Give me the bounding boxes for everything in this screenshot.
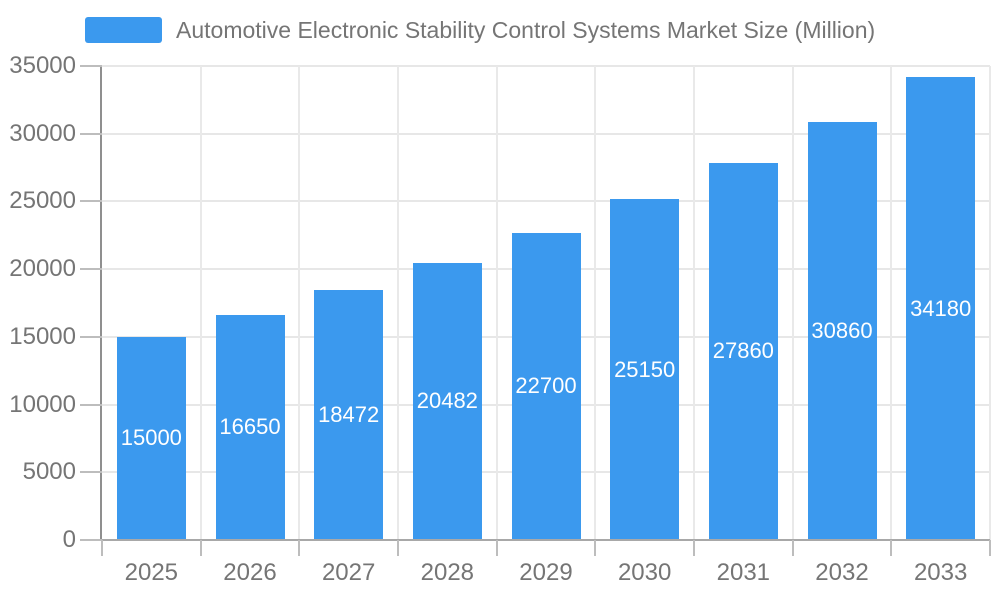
y-axis-label: 10000: [9, 390, 76, 418]
legend-swatch: [85, 17, 162, 43]
bar-2025: 15000: [116, 336, 186, 540]
x-axis-tick: [594, 540, 597, 556]
bar-2027: 18472: [314, 289, 384, 540]
legend-label: Automotive Electronic Stability Control …: [176, 17, 876, 43]
x-axis-label: 2027: [321, 559, 376, 586]
bar-2032: 30860: [807, 122, 877, 540]
x-axis-label: 2032: [815, 559, 869, 586]
x-axis-tick: [101, 540, 103, 556]
v-gridline: [495, 66, 498, 540]
bar-value-label: 25150: [614, 356, 676, 382]
bar-2030: 25150: [610, 199, 680, 540]
bar-value-label: 15000: [120, 425, 182, 451]
y-axis-label: 20000: [9, 255, 76, 283]
bar-2033: 34180: [906, 77, 976, 540]
x-axis-tick: [989, 540, 991, 556]
bar-2029: 22700: [511, 232, 581, 540]
y-axis-tick: [80, 403, 102, 406]
bar-2026: 16650: [215, 314, 285, 540]
x-axis-tick: [693, 540, 695, 556]
bar-value-label: 30860: [811, 318, 873, 344]
h-gridline: [102, 200, 990, 203]
bar-value-label: 34180: [910, 295, 972, 321]
y-axis-tick: [80, 471, 102, 474]
y-axis-tick: [80, 335, 102, 338]
bar-2031: 27860: [708, 162, 778, 540]
v-gridline: [693, 66, 695, 540]
y-axis-label: 15000: [9, 322, 76, 350]
bar-value-label: 27860: [712, 338, 774, 364]
x-axis-label: 2033: [913, 559, 968, 586]
v-gridline: [298, 66, 301, 540]
bar-value-label: 16650: [219, 414, 281, 440]
x-axis-label: 2028: [420, 559, 475, 586]
y-axis-tick: [80, 200, 102, 203]
bar-value-label: 18472: [318, 401, 380, 427]
y-axis-line: [100, 66, 102, 540]
y-axis-label: 35000: [9, 52, 76, 79]
bar-value-label: 20482: [416, 388, 478, 414]
x-axis-label: 2031: [716, 559, 771, 586]
x-axis-label: 2029: [519, 559, 573, 586]
v-gridline: [989, 66, 991, 540]
y-axis-tick: [80, 132, 102, 135]
y-axis-label: 5000: [22, 458, 76, 486]
bar-value-label: 22700: [515, 373, 577, 399]
plot-area: 15000 16650 18472 20482 22700 25150 27860 30860…: [102, 65, 991, 540]
y-axis-tick: [80, 65, 102, 67]
h-gridline: [102, 65, 990, 67]
v-gridline: [397, 66, 399, 540]
y-axis-tick: [80, 268, 102, 271]
x-axis-tick: [397, 540, 399, 556]
x-axis-label: 2026: [223, 559, 277, 586]
h-gridline: [102, 132, 990, 135]
x-axis-label: 2030: [617, 559, 672, 586]
v-gridline: [791, 66, 794, 540]
x-axis-tick: [495, 540, 498, 556]
y-axis-label: 25000: [9, 187, 76, 215]
x-axis-line: [80, 539, 990, 541]
legend: Automotive Electronic Stability Control …: [85, 17, 875, 43]
x-axis-label: 2025: [124, 559, 179, 586]
bar-2028: 20482: [412, 262, 482, 540]
v-gridline: [594, 66, 597, 540]
x-axis-tick: [199, 540, 202, 556]
x-axis-tick: [791, 540, 794, 556]
y-axis-label: 0: [62, 526, 76, 553]
v-gridline: [199, 66, 202, 540]
v-gridline: [890, 66, 893, 540]
y-axis-tick: [80, 539, 102, 541]
y-axis-label: 30000: [9, 119, 76, 147]
x-axis-tick: [890, 540, 893, 556]
x-axis-tick: [298, 540, 301, 556]
